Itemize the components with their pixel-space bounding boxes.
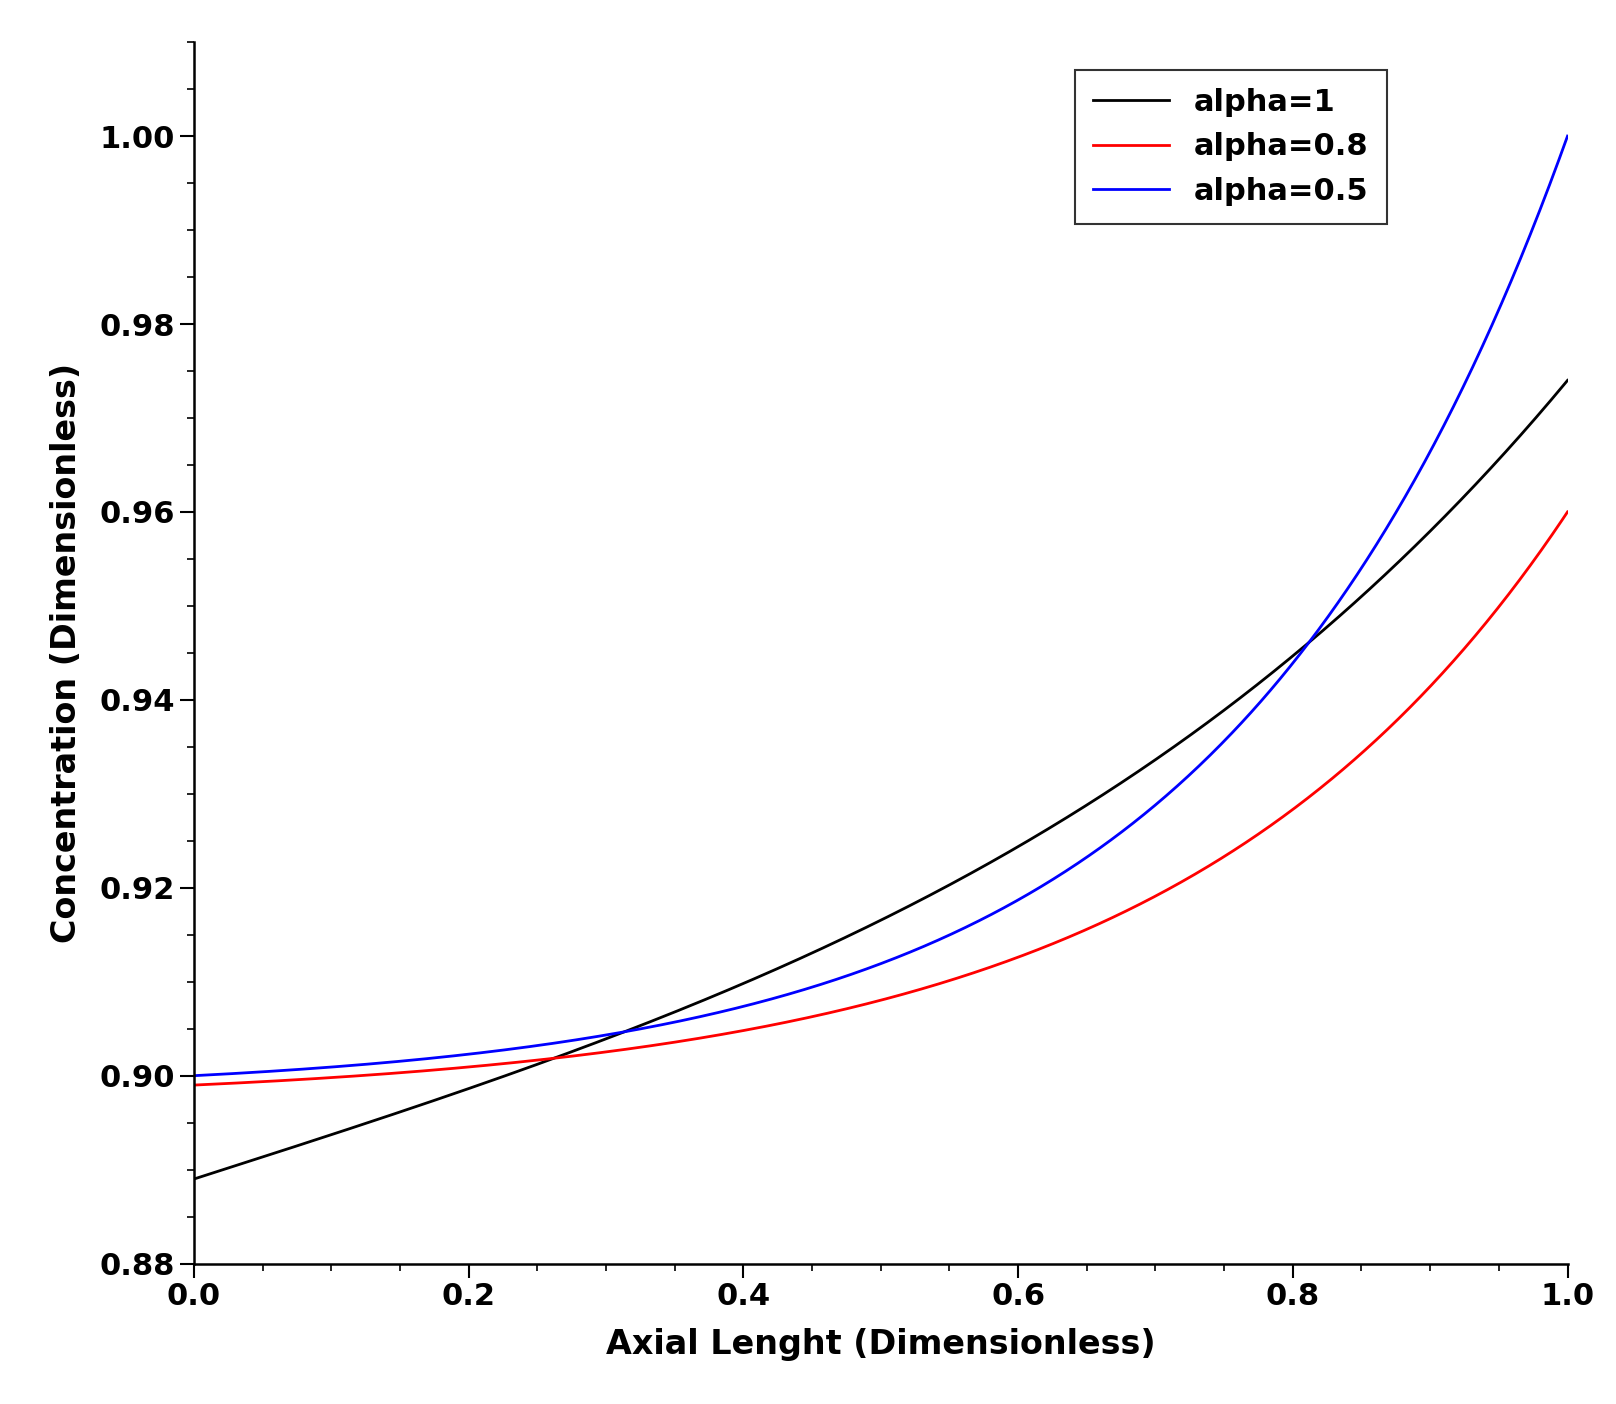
Line: alpha=0.8: alpha=0.8 bbox=[194, 512, 1568, 1085]
alpha=1 bbox=[184, 1171, 204, 1188]
X-axis label: Axial Lenght (Dimensionless): Axial Lenght (Dimensionless) bbox=[606, 1328, 1155, 1360]
alpha=0.8 bbox=[789, 1011, 808, 1028]
alpha=1 bbox=[1256, 670, 1275, 687]
alpha=0.8 bbox=[184, 1077, 204, 1094]
Legend: alpha=1, alpha=0.8, alpha=0.5: alpha=1, alpha=0.8, alpha=0.5 bbox=[1075, 70, 1387, 223]
alpha=0.5 bbox=[1128, 812, 1147, 828]
Line: alpha=0.5: alpha=0.5 bbox=[194, 136, 1568, 1075]
alpha=1 bbox=[1558, 372, 1577, 389]
alpha=0.5 bbox=[325, 1059, 344, 1075]
alpha=1 bbox=[740, 973, 760, 990]
alpha=1 bbox=[1280, 650, 1299, 667]
alpha=0.8 bbox=[1256, 821, 1275, 838]
alpha=1 bbox=[325, 1126, 344, 1143]
alpha=0.5 bbox=[1280, 658, 1299, 675]
alpha=0.8 bbox=[1280, 803, 1299, 820]
alpha=0.5 bbox=[1256, 688, 1275, 705]
alpha=0.5 bbox=[184, 1067, 204, 1084]
alpha=0.8 bbox=[1558, 504, 1577, 521]
alpha=0.5 bbox=[789, 983, 808, 1000]
alpha=0.8 bbox=[325, 1068, 344, 1085]
alpha=1 bbox=[1128, 764, 1147, 781]
Line: alpha=1: alpha=1 bbox=[194, 380, 1568, 1179]
alpha=0.8 bbox=[740, 1021, 760, 1038]
alpha=1 bbox=[789, 951, 808, 967]
Y-axis label: Concentration (Dimensionless): Concentration (Dimensionless) bbox=[50, 362, 82, 943]
alpha=0.8 bbox=[1128, 897, 1147, 914]
alpha=0.5 bbox=[1558, 128, 1577, 145]
alpha=0.5 bbox=[740, 997, 760, 1014]
